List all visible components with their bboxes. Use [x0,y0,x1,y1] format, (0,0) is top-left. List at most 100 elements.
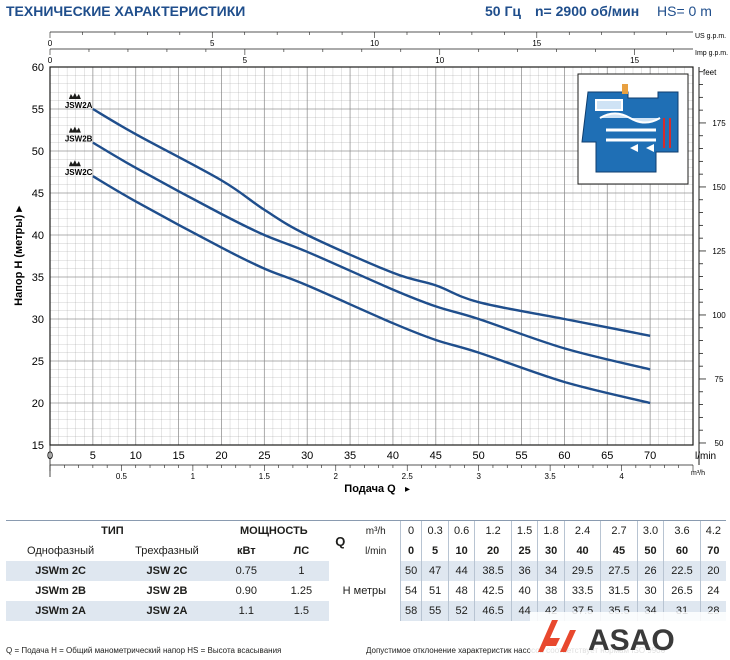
head-value: 58 [399,601,422,621]
power-kw: 1.1 [218,601,274,621]
table-row: JSWm 2B JSW 2B 0.90 1.25 54 51 48 42.5 40 38 33.5 3… [6,581,726,601]
head-value: 31.5 [600,581,638,601]
head-value: 30 [636,581,664,601]
feet-tick-label: 75 [715,375,724,384]
usgpm-tick-label: 5 [210,39,215,48]
head-value: 20 [699,561,726,581]
head-value: 22.5 [663,561,701,581]
m3h-tick-label: 1.5 [259,472,271,481]
model-single: JSWm 2B [35,585,86,597]
curve-jsw2a [92,107,651,337]
y-tick-label: 40 [32,230,44,242]
q-m3h-cell: 3.6 [663,520,701,541]
x-tick-label: 5 [90,450,96,462]
y-tick-label: 20 [32,398,44,410]
single-phase-header: Однофазный [27,545,95,557]
y-tick-label: 55 [32,104,44,116]
model-three: JSW 2B [146,585,188,597]
feet-unit-label: feet [703,68,717,77]
power-hp: 1.5 [273,601,329,621]
x-tick-label: 45 [430,450,442,462]
q-lmin-cell: 40 [563,541,601,561]
q-m3h-cell: 3.0 [636,520,664,541]
pump-channel [595,99,661,124]
q-lmin-cell: 60 [663,541,701,561]
x-tick-label: 35 [344,450,356,462]
q-m3h-cell: 1.8 [537,520,565,541]
head-value: 40 [510,581,538,601]
page-title: ТЕХНИЧЕСКИЕ ХАРАКТЕРИСТИКИ [6,3,246,19]
chart-curves [92,107,651,405]
x-tick-label: 20 [215,450,227,462]
power-kw: 0.75 [218,561,274,581]
flow-arrows [630,144,654,152]
x-tick-label: 55 [515,450,527,462]
impgpm-tick-label: 0 [48,56,53,65]
suction-height-label: HS= 0 m [657,3,712,19]
series-label: JSW2B [65,135,93,144]
model-three: JSW 2C [115,561,219,581]
feet-tick-label: 125 [712,247,726,256]
usgpm-tick-label: 10 [370,39,379,48]
y-tick-label: 45 [32,188,44,200]
pump-flow [606,128,656,142]
m3h-tick-label: 2.5 [402,472,414,481]
feet-tick-label: 175 [712,119,726,128]
x-axis-arrow: ▸ [405,484,410,495]
head-value: 42.5 [474,581,512,601]
power-header: МОЩНОСТЬ [218,520,329,541]
q-m3h-cell: 4.2 [699,520,726,541]
q-lmin-cell: 20 [474,541,512,561]
head-value: 26.5 [663,581,701,601]
pump-cutaway-diagram [577,73,689,185]
model-single: JSWm 2C [6,561,116,581]
q-lmin-cell: 50 [636,541,664,561]
x-axis-label: Подача Q [344,483,396,495]
head-value: 55 [421,601,449,621]
head-value: 38.5 [474,561,512,581]
frequency-label: 50 Гц [485,3,522,19]
x-tick-label: 15 [172,450,184,462]
usgpm-tick-label: 15 [532,39,541,48]
q-m3h-cell: 1.5 [510,520,538,541]
m3h-tick-label: 3 [476,472,481,481]
power-hp: 1 [273,561,329,581]
feet-tick-label: 100 [712,311,726,320]
impgpm-tick-label: 10 [435,56,444,65]
table-body: JSWm 2C JSW 2C 0.75 1 H метры 50 47 44 38.5 36 34 2… [6,561,726,621]
chart-grid [49,66,694,446]
q-m3h-cell: 0.6 [447,520,475,541]
x-tick-label: 10 [130,450,142,462]
q-header: Q [328,520,352,561]
head-value: 44 [447,561,475,581]
series-label: JSW2A [65,101,93,110]
y-tick-label: 30 [32,314,44,326]
table-row: JSWm 2C JSW 2C 0.75 1 H метры 50 47 44 38.5 36 34 2… [6,561,726,621]
x-tick-label: 40 [387,450,399,462]
asao-logo: ASAO [530,612,730,660]
y-tick-label: 35 [32,272,44,284]
power-kw: 0.90 [235,585,258,597]
m3h-unit: m³/h [351,520,401,541]
head-value: 46.5 [474,601,512,621]
motor-lines [663,118,671,148]
head-value: 52 [447,601,475,621]
three-phase-header: Трехфазный [135,545,199,557]
performance-table: ТИП МОЩНОСТЬ Q m³/h 0 0.3 0.6 1.2 1.5 1.… [6,520,726,621]
curve-jsw2c [92,175,651,405]
impgpm-tick-label: 15 [630,56,639,65]
footer-legend: Q = Подача H = Общий манометрический нап… [6,646,282,655]
head-value: 54 [399,581,422,601]
head-value: 47 [421,561,449,581]
x-tick-label: 0 [47,450,53,462]
head-value: 33.5 [563,581,601,601]
crown-icon [68,93,81,99]
q-lmin-cell: 10 [447,541,475,561]
head-value: 26 [636,561,664,581]
kw-header: кВт [236,545,256,557]
feet-tick-label: 50 [715,439,724,448]
x-tick-label: 30 [301,450,313,462]
lmin-unit-label: l/min [695,451,716,462]
m3h-tick-label: 3.5 [545,472,557,481]
q-m3h-cell: 1.2 [474,520,512,541]
